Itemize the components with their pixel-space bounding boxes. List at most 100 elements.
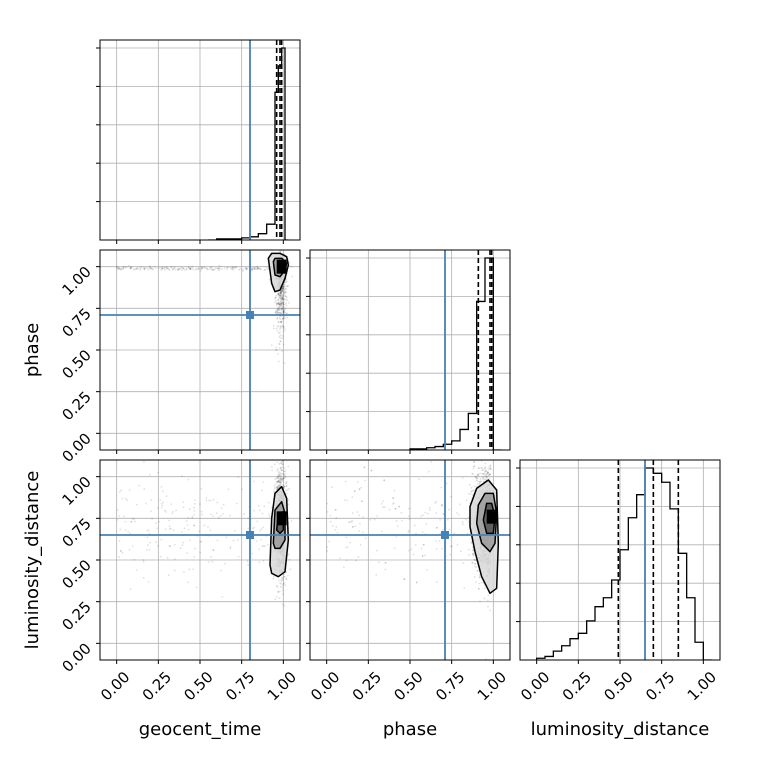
sample-point [280,297,282,300]
sample-point [284,292,286,295]
sample-point [419,515,422,518]
sample-point [273,575,276,578]
sample-point [242,270,244,272]
sample-point [483,454,485,456]
sample-point [478,576,481,578]
sample-point [220,507,223,509]
sample-point [259,267,261,270]
sample-point [277,481,280,483]
sample-point [350,521,353,523]
sample-point [118,540,121,542]
sample-point [282,302,285,304]
sample-point [168,519,170,522]
sample-point [275,346,277,349]
sample-point [278,303,281,306]
sample-point [281,350,284,352]
sample-point [285,489,287,492]
sample-point [382,506,384,508]
sample-point [197,267,200,270]
sample-point [254,267,257,269]
sample-point [481,454,483,456]
sample-point [435,526,438,529]
sample-point [287,285,289,288]
sample-point [201,268,203,270]
sample-point [284,584,287,586]
sample-point [335,525,338,528]
sample-point [280,475,283,478]
y-tick-label: 0.75 [58,514,94,550]
sample-point [384,561,387,564]
sample-point [275,327,278,330]
sample-point [137,267,140,270]
sample-point [280,467,282,469]
panel-hist-luminosity-distance [516,459,721,664]
sample-point [167,267,169,270]
sample-point [259,267,261,270]
sample-point [222,512,224,515]
sample-point [276,480,279,483]
sample-point [218,264,221,267]
sample-point [161,267,164,270]
sample-point [272,327,275,330]
sample-point [279,334,282,336]
sample-point [415,532,417,535]
sample-point [280,291,282,294]
sample-point [166,556,169,559]
truth-marker [441,531,449,539]
sample-point [245,267,248,270]
sample-point [281,324,284,327]
sample-point [395,520,398,522]
sample-point [276,317,279,319]
sample-point [487,605,489,608]
sample-point [280,290,283,292]
sample-point [159,555,162,558]
y-tick-label: 1.00 [58,263,94,299]
hist-plot-area [536,460,712,660]
sample-point [153,265,156,268]
sample-point [278,579,280,582]
sample-point [285,280,288,283]
sample-point [285,485,288,488]
sample-point [227,488,230,491]
sample-point [281,317,284,320]
sample-point [435,526,438,529]
sample-point [476,569,479,572]
sample-point [124,520,127,523]
sample-point [283,308,286,310]
sample-point [197,268,200,271]
sample-point [182,267,185,270]
sample-point [146,536,149,539]
sample-point [442,513,445,515]
sample-point [215,512,218,515]
sample-point [280,479,282,482]
sample-point [281,289,283,292]
sample-point [120,489,122,492]
sample-point [476,483,479,486]
sample-point [392,503,394,505]
sample-point [281,465,284,468]
hist-plot-area [409,250,502,450]
sample-point [167,574,170,577]
sample-point [247,517,250,520]
sample-point [135,569,138,571]
sample-point [217,516,220,519]
sample-point [151,267,154,270]
sample-point [277,325,280,328]
sample-point [285,299,288,302]
sample-point [279,482,282,485]
sample-point [278,303,281,306]
sample-point [130,266,133,269]
sample-point [281,337,284,340]
sample-point [121,551,124,554]
sample-point [264,268,267,271]
sample-point [482,476,485,479]
sample-point [132,518,135,521]
sample-point [279,303,282,306]
sample-point [279,290,282,293]
sample-point [470,490,473,493]
sample-point [187,528,190,531]
sample-point [280,469,283,472]
sample-point [273,463,276,466]
sample-point [280,461,282,464]
sample-point [279,327,281,330]
